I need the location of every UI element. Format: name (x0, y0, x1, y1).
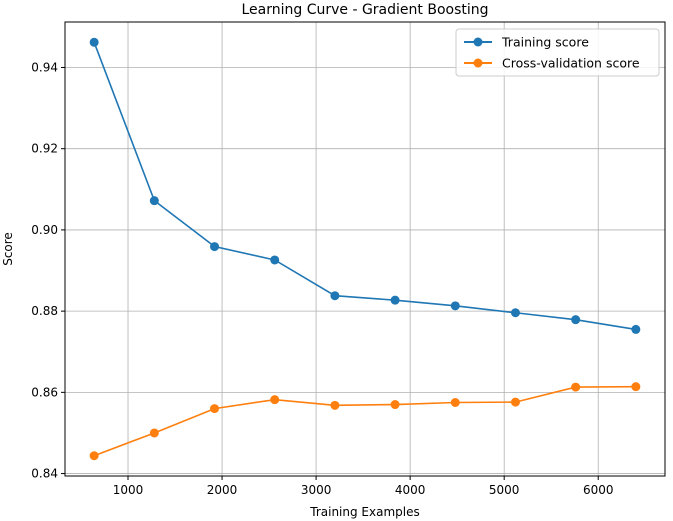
cross-validation-score-point (330, 400, 340, 410)
x-tick-label: 5000 (489, 483, 520, 497)
cross-validation-score-point (390, 400, 400, 410)
y-tick-label: 0.90 (31, 223, 58, 237)
cross-validation-score-point (270, 395, 280, 405)
x-axis-label: Training Examples (309, 505, 419, 519)
cross-validation-score-point (450, 397, 460, 407)
training-score-point (450, 301, 460, 311)
y-axis-label: Score (1, 232, 15, 266)
training-score-point (631, 324, 641, 334)
training-score-point (210, 242, 220, 252)
training-score-point (571, 315, 581, 325)
plot-area-frame (64, 21, 666, 477)
axis-ticks: 1000 2000 3000 4000 5000 6000 0.84 0.86 0.88 0.90… (31, 60, 613, 497)
x-tick-label: 3000 (301, 483, 332, 497)
legend-label-cross-validation: Cross-validation score (502, 56, 640, 71)
y-tick-label: 0.92 (31, 142, 58, 156)
y-tick-label: 0.94 (31, 60, 58, 74)
legend: Training score Cross-validation score (455, 28, 660, 77)
cross-validation-score-point (510, 397, 520, 407)
cross-validation-score-point (89, 451, 99, 461)
x-tick-label: 4000 (395, 483, 426, 497)
y-tick-label: 0.86 (31, 385, 58, 399)
grid (65, 22, 665, 476)
training-score-point (149, 196, 159, 206)
legend-marker-training (473, 37, 483, 47)
legend-marker-cross-validation (473, 58, 483, 68)
training-score-point (390, 295, 400, 305)
training-score-point (89, 37, 99, 47)
legend-box (455, 28, 660, 77)
legend-label-training: Training score (501, 35, 589, 50)
cross-validation-score-point (149, 428, 159, 438)
x-tick-label: 2000 (207, 483, 238, 497)
cross-validation-score-point (571, 382, 581, 392)
training-score-point (510, 308, 520, 318)
training-score-point (330, 291, 340, 301)
x-tick-label: 6000 (583, 483, 614, 497)
chart-title: Learning Curve - Gradient Boosting (241, 2, 488, 18)
series-layer (89, 37, 641, 461)
cross-validation-score-point (631, 382, 641, 392)
y-tick-label: 0.88 (31, 304, 58, 318)
y-tick-label: 0.84 (31, 467, 58, 481)
training-score-line (93, 42, 636, 331)
cross-validation-score-line (93, 385, 636, 457)
cross-validation-score-point (210, 404, 220, 414)
training-score-point (270, 255, 280, 265)
x-tick-label: 1000 (113, 483, 144, 497)
